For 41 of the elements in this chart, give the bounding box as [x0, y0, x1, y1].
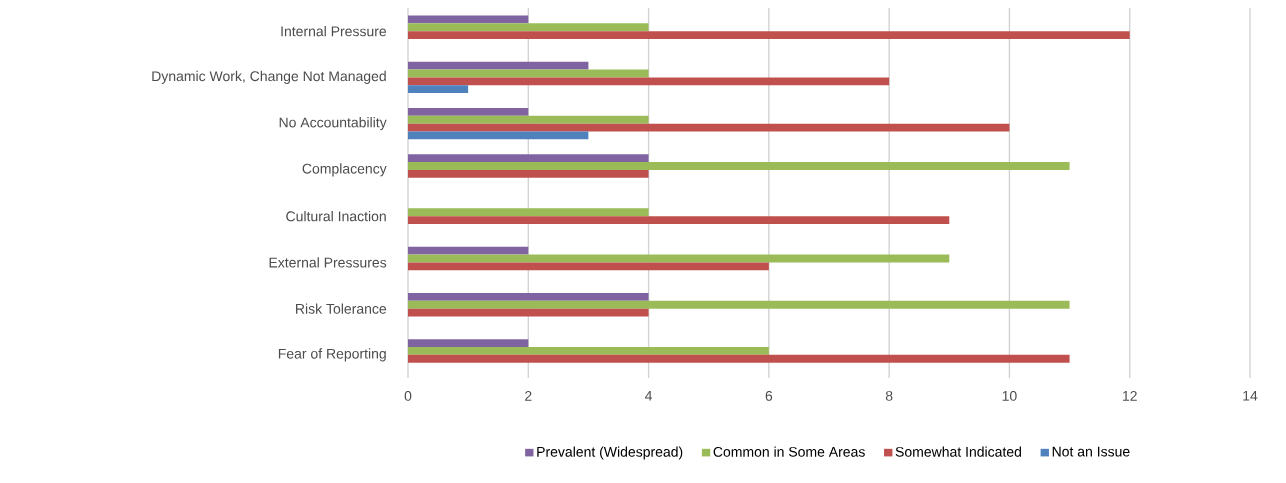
bar — [408, 339, 529, 348]
bar — [408, 85, 469, 94]
bar — [408, 115, 649, 124]
x-tick-label: 2 — [525, 390, 532, 401]
bar — [408, 61, 589, 70]
legend-label: Not an Issue — [1052, 446, 1130, 457]
bar — [408, 154, 649, 163]
x-tick-label: 6 — [765, 390, 773, 401]
x-tick-label: 0 — [404, 390, 412, 401]
bar — [408, 300, 1070, 309]
bar — [408, 23, 649, 32]
legend-label: Somewhat Indicated — [895, 446, 1021, 457]
bar — [408, 131, 589, 140]
y-tick-label: Dynamic Work, Change Not Managed — [152, 70, 386, 84]
bar — [408, 347, 769, 355]
y-tick-label: No Accountability — [279, 117, 387, 131]
x-tick-label: 10 — [1002, 390, 1017, 401]
bar — [408, 208, 649, 217]
bar — [408, 262, 769, 271]
x-tick-label: 8 — [885, 390, 893, 401]
y-tick-label: Internal Pressure — [281, 26, 387, 37]
legend-label: Prevalent (Widespread) — [537, 446, 683, 460]
x-tick-label: 14 — [1243, 390, 1258, 401]
bar — [408, 169, 649, 178]
bar — [408, 246, 529, 255]
bar — [408, 77, 890, 86]
legend-label: Common in Some Areas — [713, 446, 865, 457]
x-tick-label: 4 — [644, 390, 653, 401]
bar — [408, 31, 1130, 39]
y-tick-label: Complacency — [302, 163, 387, 177]
bar — [408, 162, 1070, 170]
bar — [408, 292, 649, 301]
x-tick-label: 12 — [1123, 390, 1137, 401]
bar — [408, 354, 1070, 363]
y-tick-label: Cultural Inaction — [286, 210, 386, 222]
bar — [408, 15, 529, 24]
bar — [408, 107, 529, 116]
y-tick-label: Fear of Reporting — [278, 348, 386, 362]
bar — [408, 216, 950, 224]
y-tick-label: External Pressures — [269, 257, 387, 268]
y-tick-label: Risk Tolerance — [296, 303, 387, 314]
